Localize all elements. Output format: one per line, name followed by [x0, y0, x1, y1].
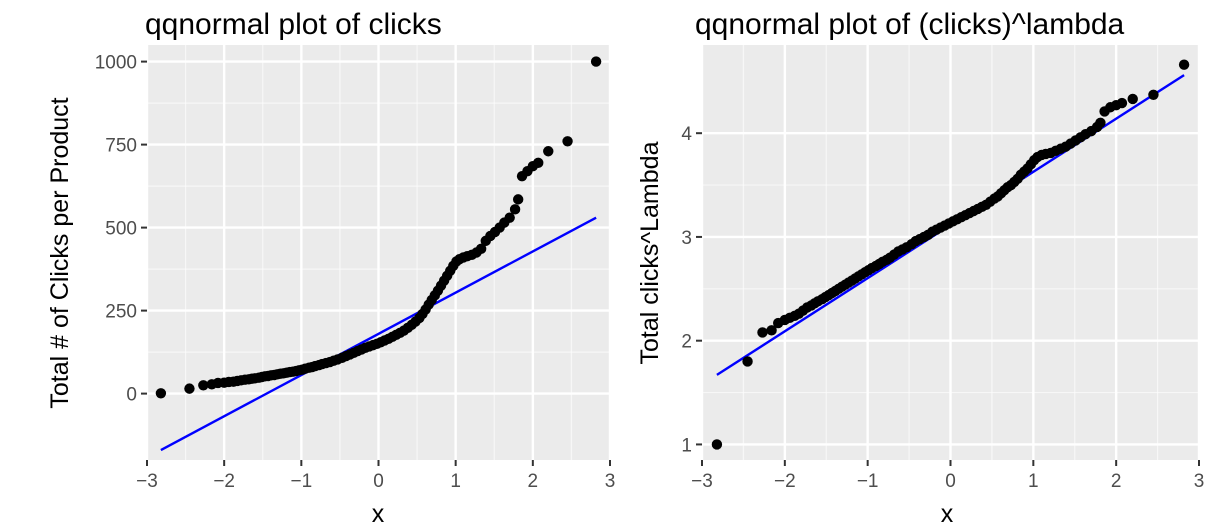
data-point [509, 204, 521, 215]
data-point [562, 136, 573, 147]
y-tick-label: 1000 [95, 53, 137, 74]
x-tick-label: −2 [774, 471, 796, 492]
chart-title: qqnormal plot of clicks [145, 8, 442, 41]
y-tick-label: 4 [681, 124, 692, 145]
data-point [742, 356, 753, 367]
data-points [711, 59, 1190, 450]
data-point [766, 325, 777, 336]
y-tick-label: 3 [681, 228, 692, 249]
data-point [504, 212, 515, 223]
grid-lines [145, 45, 612, 460]
x-tick-label: 1 [450, 471, 461, 492]
data-point [1178, 59, 1190, 70]
data-point [711, 439, 723, 450]
x-tick-label: 2 [1111, 471, 1122, 492]
x-tick-label: −3 [136, 471, 158, 492]
data-point [184, 383, 195, 394]
data-point [475, 243, 487, 255]
x-axis-title: x [941, 500, 954, 528]
y-axis-ticks: 0 250 500 750 1000 [95, 53, 147, 406]
y-tick-label: 250 [105, 302, 137, 323]
x-tick-label: −1 [857, 471, 879, 492]
x-tick-label: −3 [691, 471, 713, 492]
data-point [1148, 89, 1159, 101]
x-tick-label: 2 [528, 471, 539, 492]
data-point [1127, 93, 1138, 105]
x-tick-label: 0 [373, 471, 384, 492]
y-axis-ticks: 1 2 3 4 [681, 124, 702, 456]
data-point [590, 56, 602, 67]
x-tick-label: 0 [945, 471, 956, 492]
data-point [757, 327, 768, 338]
grid-lines [700, 45, 1201, 460]
data-point [155, 388, 167, 399]
qq-plot-clicks: qqnormal plot of clicks −3 −2 −1 0 1 2 3 0 250 5… [46, 8, 615, 528]
data-point [533, 157, 544, 169]
data-point [198, 380, 209, 391]
data-point [1095, 117, 1106, 129]
x-tick-label: 3 [605, 471, 616, 492]
y-tick-label: 500 [105, 219, 137, 240]
y-axis-title: Total clicks^Lambda [636, 141, 664, 364]
y-tick-label: 2 [681, 332, 692, 353]
x-tick-label: 3 [1194, 471, 1205, 492]
x-tick-label: −1 [290, 471, 312, 492]
chart-title: qqnormal plot of (clicks)^lambda [695, 8, 1125, 41]
x-axis-ticks: −3 −2 −1 0 1 2 3 [136, 460, 615, 492]
y-axis-title: Total # of Clicks per Product [46, 97, 74, 408]
data-point [1116, 97, 1128, 109]
data-point [512, 194, 524, 205]
x-axis-title: x [372, 500, 385, 528]
data-points [155, 56, 602, 399]
x-tick-label: −2 [213, 471, 235, 492]
y-tick-label: 750 [105, 136, 137, 157]
x-tick-label: 1 [1028, 471, 1039, 492]
y-tick-label: 0 [126, 385, 137, 406]
y-tick-label: 1 [681, 435, 692, 456]
x-axis-ticks: −3 −2 −1 0 1 2 3 [691, 460, 1204, 492]
data-point [543, 146, 554, 157]
qq-plot-clicks-lambda: qqnormal plot of (clicks)^lambda −3 −2 −1 0… [636, 8, 1204, 528]
reference-line [160, 216, 597, 452]
